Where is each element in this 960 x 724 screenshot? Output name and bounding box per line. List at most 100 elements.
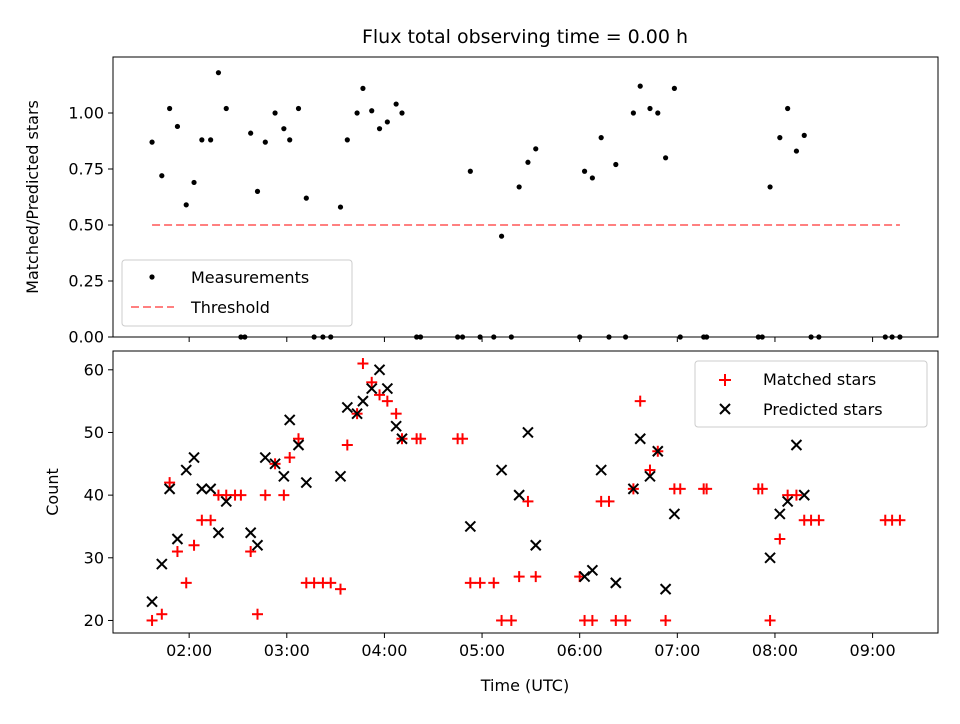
top-y-ticks: 0.00 0.25 0.50 0.75 1.00 bbox=[68, 104, 113, 347]
predicted-star-point bbox=[644, 470, 656, 483]
measurement-point bbox=[498, 233, 505, 239]
bottom-marks bbox=[146, 358, 906, 626]
predicted-star-point bbox=[341, 401, 354, 414]
matched-star-point bbox=[325, 577, 337, 589]
matched-star-point bbox=[171, 546, 183, 558]
predicted-star-point bbox=[357, 395, 369, 407]
bottom-axes-frame bbox=[112, 350, 939, 634]
matched-star-point bbox=[660, 614, 672, 626]
matched-star-point bbox=[245, 546, 257, 558]
bottom-legend: Matched stars Predicted stars bbox=[694, 360, 928, 428]
predicted-star-point bbox=[156, 558, 168, 570]
measurement-point bbox=[393, 101, 399, 107]
measurement-point bbox=[533, 146, 539, 152]
bottom-panel: 20 30 40 50 60 02:00 03:00 04:00 05:00 06:00 07:0… bbox=[43, 350, 939, 695]
matched-star-point bbox=[366, 376, 378, 388]
predicted-star-point bbox=[764, 552, 776, 564]
measurement-point bbox=[337, 204, 344, 210]
predicted-star-point bbox=[351, 407, 363, 420]
measurement-point bbox=[344, 137, 350, 143]
matched-star-point bbox=[603, 495, 615, 507]
predicted-star-point bbox=[259, 451, 272, 464]
matched-star-point bbox=[374, 389, 386, 401]
predicted-star-point bbox=[251, 539, 264, 551]
bottom-y-axis-label: Count bbox=[43, 468, 62, 516]
bottom-x-ticks: 02:00 03:00 04:00 05:00 06:00 07:00 08:00 09:00 bbox=[166, 633, 896, 660]
measurement-point bbox=[647, 105, 653, 112]
matched-star-point bbox=[496, 614, 508, 626]
predicted-star-point bbox=[163, 483, 176, 495]
predicted-star-point bbox=[300, 476, 313, 489]
measurement-point bbox=[254, 188, 261, 194]
matched-star-point bbox=[357, 358, 369, 370]
predicted-star-point bbox=[774, 508, 786, 520]
bottom-y-ticks: 20 30 40 50 60 bbox=[84, 360, 113, 630]
predicted-star-point bbox=[284, 414, 296, 426]
matched-star-point bbox=[701, 483, 713, 495]
matched-star-point bbox=[488, 577, 500, 589]
measurement-point bbox=[613, 161, 619, 168]
predicted-star-point bbox=[396, 433, 408, 445]
matched-star-point bbox=[146, 614, 158, 626]
predicted-star-point bbox=[212, 527, 225, 539]
measurement-point bbox=[598, 135, 604, 141]
bottom-y-tick-label: 50 bbox=[84, 423, 104, 442]
bottom-y-tick-label: 40 bbox=[84, 486, 104, 505]
legend-matched-label: Matched stars bbox=[763, 370, 876, 389]
measurement-point bbox=[376, 126, 383, 132]
x-tick-label: 08:00 bbox=[752, 641, 798, 660]
bottom-y-tick-label: 60 bbox=[84, 360, 104, 379]
bottom-y-tick-label: 20 bbox=[84, 611, 104, 630]
predicted-star-point bbox=[180, 464, 192, 476]
measurement-point bbox=[637, 83, 643, 89]
legend-matched-marker bbox=[719, 374, 731, 386]
predicted-star-point bbox=[522, 426, 534, 439]
predicted-star-point bbox=[171, 533, 184, 545]
measurement-point bbox=[360, 85, 366, 91]
measurement-point bbox=[630, 110, 636, 116]
predicted-star-point bbox=[464, 520, 477, 533]
predicted-star-point bbox=[244, 527, 257, 539]
predicted-star-point bbox=[204, 483, 217, 495]
measurement-point bbox=[199, 137, 205, 143]
matched-star-point bbox=[180, 577, 192, 589]
predicted-star-point bbox=[790, 439, 803, 451]
top-legend-box bbox=[121, 259, 353, 327]
measurement-point bbox=[208, 137, 214, 143]
matched-star-point bbox=[610, 614, 622, 626]
measurement-point bbox=[223, 105, 229, 112]
bottom-y-tick-label: 30 bbox=[84, 548, 104, 567]
matched-star-point bbox=[156, 608, 168, 620]
x-tick-label: 05:00 bbox=[459, 641, 505, 660]
legend-predicted-marker bbox=[719, 403, 731, 415]
top-y-tick-label: 0.50 bbox=[68, 216, 104, 235]
x-tick-label: 07:00 bbox=[654, 641, 700, 660]
matched-star-point bbox=[251, 608, 263, 620]
matched-star-point bbox=[790, 489, 802, 501]
predicted-star-point bbox=[578, 570, 591, 583]
matched-star-point bbox=[674, 483, 686, 495]
measurement-point bbox=[281, 126, 287, 132]
predicted-star-point bbox=[798, 489, 810, 501]
predicted-star-point bbox=[610, 577, 622, 589]
predicted-star-point bbox=[627, 483, 640, 495]
measurement-point bbox=[191, 179, 197, 186]
measurement-point bbox=[525, 159, 531, 165]
matched-star-point bbox=[381, 395, 393, 407]
legend-measurements-label: Measurements bbox=[191, 268, 309, 287]
matched-star-point bbox=[513, 571, 525, 583]
predicted-star-point bbox=[595, 464, 607, 476]
matched-star-point bbox=[205, 514, 217, 526]
top-y-tick-label: 0.25 bbox=[68, 272, 104, 291]
measurement-point bbox=[354, 110, 360, 116]
measurement-point bbox=[183, 202, 189, 208]
measurement-point bbox=[581, 168, 588, 174]
matched-star-point bbox=[259, 489, 271, 501]
matched-star-point bbox=[457, 433, 469, 445]
matched-star-point bbox=[505, 614, 517, 626]
measurement-point bbox=[793, 148, 800, 154]
predicted-star-point bbox=[334, 470, 347, 483]
predicted-star-point bbox=[668, 508, 681, 520]
matched-star-point bbox=[188, 539, 200, 551]
